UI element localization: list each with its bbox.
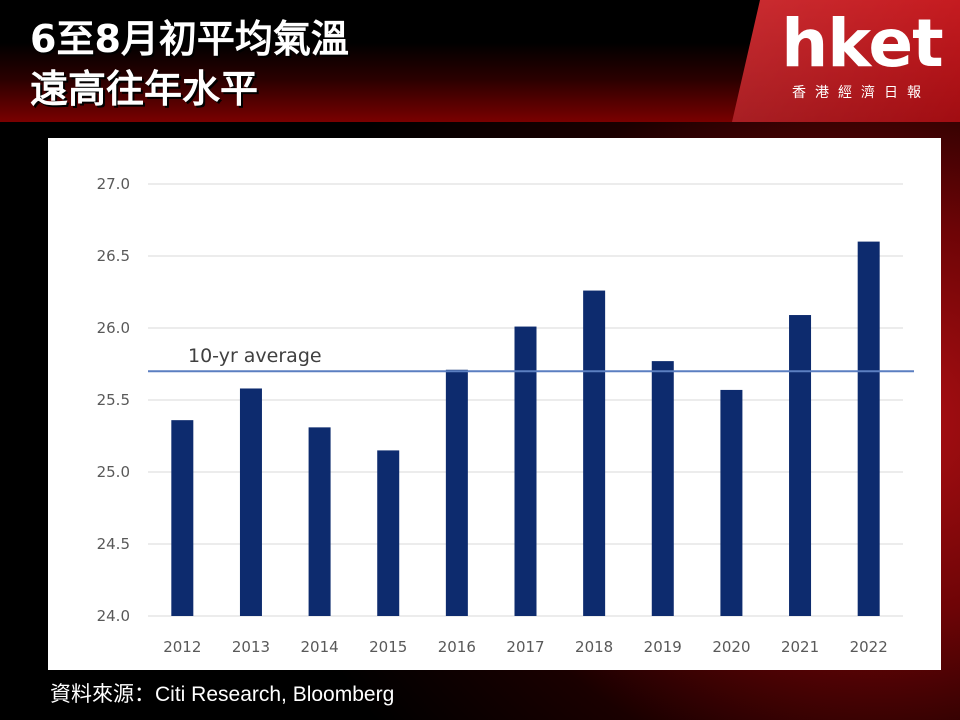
bar	[789, 315, 812, 616]
bar	[239, 388, 262, 616]
bar	[308, 427, 331, 616]
x-tick-label: 2014	[300, 638, 338, 656]
x-tick-label: 2021	[781, 638, 819, 656]
bar	[583, 290, 606, 616]
logo-subtitle: 香港經濟日報	[792, 85, 930, 101]
x-tick-label: 2022	[850, 638, 888, 656]
average-line-label: 10-yr average	[188, 345, 322, 367]
bar-chart: 24.0 24.5 25.0 25.5 26.0 26.5 27.0 2012 2013 2014…	[97, 175, 914, 656]
logo-wordmark: hket	[781, 5, 943, 82]
bar	[171, 420, 194, 616]
y-tick-label: 25.0	[97, 463, 130, 481]
chart-panel: 24.0 24.5 25.0 25.5 26.0 26.5 27.0 2012 2013 2014…	[48, 138, 941, 670]
bar	[857, 241, 880, 616]
bar	[514, 326, 537, 616]
x-tick-label: 2019	[644, 638, 682, 656]
x-tick-label: 2020	[712, 638, 750, 656]
x-tick-label: 2012	[163, 638, 201, 656]
hket-logo: hket 香港經濟日報	[732, 0, 960, 122]
title-line-1: 6至8月初平均氣溫	[30, 17, 349, 61]
x-tick-label: 2013	[232, 638, 270, 656]
page-title: 6至8月初平均氣溫 遠高往年水平	[30, 14, 349, 114]
y-tick-label: 27.0	[97, 175, 130, 193]
bar	[720, 389, 743, 616]
y-tick-label: 26.0	[97, 319, 130, 337]
y-tick-label: 24.0	[97, 607, 130, 625]
x-tick-label: 2017	[506, 638, 544, 656]
y-tick-label: 25.5	[97, 391, 130, 409]
y-tick-label: 26.5	[97, 247, 130, 265]
source-note: 資料來源：Citi Research, Bloomberg	[50, 683, 395, 706]
x-tick-label: 2015	[369, 638, 407, 656]
title-line-2: 遠高往年水平	[30, 67, 259, 111]
bar	[377, 450, 400, 616]
y-tick-label: 24.5	[97, 535, 130, 553]
bar	[445, 369, 468, 616]
x-tick-label: 2016	[438, 638, 476, 656]
bar	[651, 361, 674, 616]
x-tick-label: 2018	[575, 638, 613, 656]
